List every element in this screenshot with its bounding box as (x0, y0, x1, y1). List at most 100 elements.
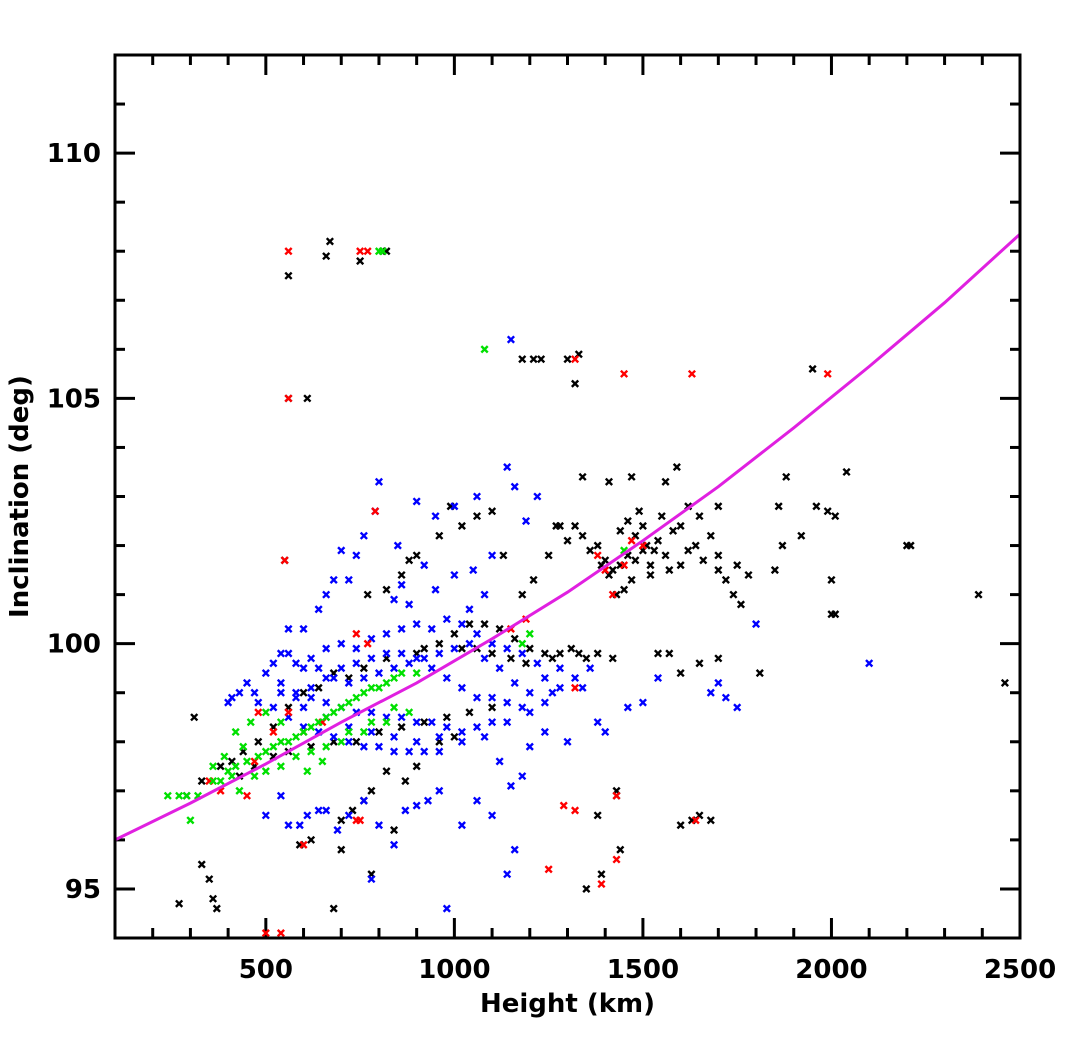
scatter-point (736, 600, 746, 609)
scatter-point (329, 673, 338, 683)
scatter-point (307, 654, 316, 663)
scatter-point (521, 659, 531, 668)
scatter-point (299, 840, 308, 849)
scatter-point (303, 811, 312, 820)
scatter-point (503, 718, 512, 727)
scatter-point (450, 629, 459, 638)
scatter-point (435, 732, 444, 741)
scatter-point (337, 664, 346, 673)
scatter-point (578, 531, 587, 540)
scatter-point (322, 698, 331, 707)
scatter-point (352, 659, 361, 668)
scatter-point (382, 629, 391, 638)
scatter-point (412, 669, 421, 678)
scatter-point (254, 708, 263, 717)
x-axis-title: Height (km) (480, 989, 655, 1019)
scatter-point (412, 497, 421, 506)
scatter-point (254, 752, 263, 761)
scatter-point (442, 673, 451, 683)
scatter-point (367, 727, 376, 737)
scatter-point (472, 629, 482, 638)
scatter-point (570, 355, 580, 364)
scatter-point (457, 521, 466, 530)
scatter-point (770, 566, 779, 575)
scatter-point (276, 929, 285, 938)
scatter-point (322, 742, 331, 751)
scatter-point (284, 394, 293, 403)
scatter-point (827, 575, 836, 584)
scatter-point (597, 879, 606, 889)
scatter-point (307, 747, 316, 756)
scatter-point (472, 723, 482, 732)
scatter-point (397, 669, 406, 678)
scatter-point (638, 521, 647, 530)
scatter-point (503, 644, 512, 653)
scatter-point (465, 708, 474, 717)
scatter-point (374, 683, 384, 692)
scatter-point (254, 698, 263, 707)
scatter-point (808, 364, 817, 374)
x-tick-label: 500 (239, 955, 293, 985)
scatter-point (382, 585, 391, 594)
scatter-point (250, 688, 259, 697)
scatter-point (359, 531, 368, 540)
scatter-point (706, 688, 715, 697)
scatter-point (344, 698, 353, 707)
scatter-point (235, 688, 244, 697)
scatter-point (269, 742, 278, 751)
scatter-point (865, 659, 874, 668)
scatter-point (314, 806, 323, 815)
scatter-point (593, 718, 602, 727)
scatter-point (540, 698, 549, 707)
scatter-point (261, 929, 270, 938)
scatter-point (337, 703, 346, 712)
scatter-point (224, 698, 233, 707)
scatter-point (382, 767, 391, 776)
scatter-point (714, 502, 723, 511)
scatter-point (435, 639, 444, 648)
scatter-point (325, 237, 334, 246)
scatter-point (412, 762, 421, 771)
scatter-point (586, 546, 595, 555)
scatter-point (563, 737, 572, 746)
scatter-point (367, 654, 376, 663)
scatter-point (374, 669, 384, 678)
scatter-point (608, 654, 617, 663)
scatter-point (276, 737, 285, 746)
scatter-point (359, 742, 368, 751)
scatter-point (307, 693, 316, 702)
scatter-point (374, 742, 384, 751)
scatter-point (295, 821, 304, 830)
scatter-point (676, 561, 685, 570)
scatter-point (284, 247, 293, 256)
scatter-point (420, 561, 429, 570)
scatter-point (363, 590, 372, 599)
scatter-point (344, 678, 353, 687)
scatter-point (488, 693, 497, 702)
scatter-point (322, 713, 331, 722)
axis-ticks (113, 53, 1022, 940)
scatter-point (457, 683, 466, 692)
scatter-point (322, 590, 331, 599)
scatter-point (307, 683, 316, 692)
scatter-point (684, 546, 693, 555)
scatter-point (352, 737, 361, 746)
scatter-point (299, 703, 308, 712)
scatter-point (529, 355, 538, 364)
scatter-point (706, 531, 715, 540)
scatter-point (303, 767, 312, 776)
scatter-point (389, 703, 399, 712)
scatter-point (389, 732, 399, 741)
scatter-point (231, 762, 240, 771)
scatter-point (412, 718, 421, 727)
scatter-point (570, 806, 580, 815)
scatter-point (582, 884, 591, 893)
scatter-point (661, 477, 670, 486)
scatter-point (329, 904, 338, 913)
scatter-point (616, 526, 625, 535)
scatter-point (503, 463, 512, 472)
scatter-point (518, 772, 527, 781)
scatter-point (457, 821, 466, 830)
scatter-point (261, 669, 270, 678)
scatter-point (356, 816, 365, 825)
